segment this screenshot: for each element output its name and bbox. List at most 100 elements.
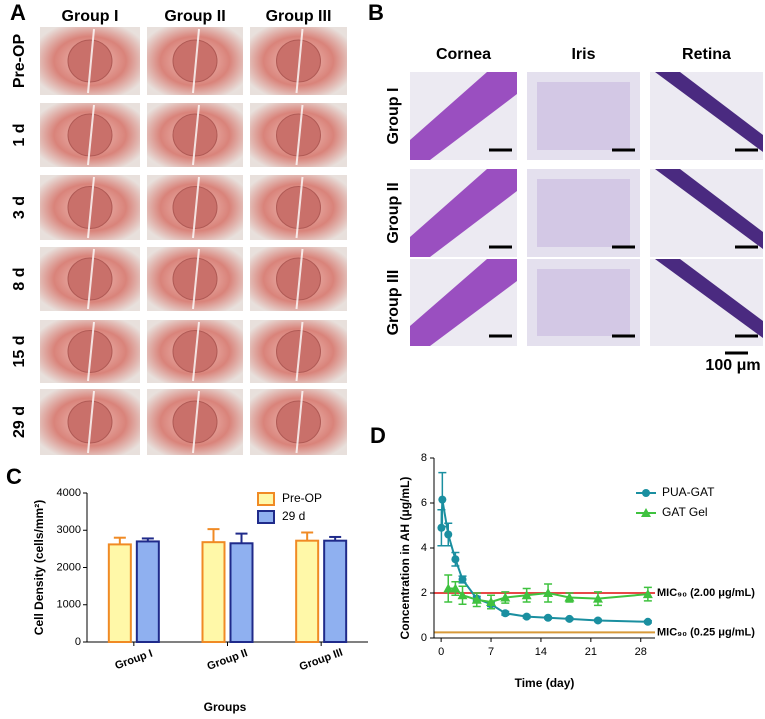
- reflection: [295, 28, 304, 94]
- legend-label: Pre-OP: [282, 491, 322, 505]
- reflection: [295, 104, 304, 166]
- x-tick-label: 7: [488, 646, 494, 658]
- legend-label: 29 d: [282, 509, 305, 523]
- row-label: 29 d: [11, 406, 28, 438]
- legend-label: GAT Gel: [662, 505, 708, 519]
- row-label: Group I: [385, 88, 402, 145]
- reflection: [87, 321, 95, 382]
- reflection: [192, 321, 200, 382]
- y-tick-label: 8: [421, 452, 427, 464]
- tissue: [410, 72, 517, 160]
- marker: [486, 597, 497, 606]
- tissue: [655, 72, 763, 152]
- marker: [543, 588, 554, 597]
- panel-label: C: [6, 464, 22, 489]
- row-label: Group II: [385, 182, 402, 243]
- marker: [438, 495, 447, 504]
- tissue: [410, 169, 517, 257]
- reference-label: MIC₉₀ (2.00 μg/mL): [657, 587, 755, 599]
- reflection: [295, 321, 304, 382]
- tissue: [537, 82, 630, 150]
- column-label: Group III: [266, 8, 332, 25]
- marker: [522, 612, 531, 621]
- y-tick-label: 2: [421, 587, 427, 599]
- marker: [521, 590, 532, 600]
- panel-label: B: [368, 0, 384, 25]
- histology-photo: [650, 72, 763, 160]
- reflection: [295, 248, 304, 310]
- marker: [444, 530, 453, 539]
- marker: [500, 592, 511, 602]
- x-tick-label: 14: [535, 646, 547, 658]
- marker: [564, 592, 575, 602]
- histology-photo: [650, 259, 763, 346]
- row-label: 1 d: [11, 123, 28, 146]
- column-label: Group I: [62, 8, 119, 25]
- row-label: 15 d: [11, 335, 28, 367]
- legend-marker: [642, 489, 650, 497]
- reflection: [192, 390, 200, 454]
- y-tick-label: 0: [75, 636, 81, 648]
- marker: [443, 583, 454, 593]
- reflection: [87, 28, 95, 94]
- legend-marker: [641, 508, 651, 517]
- marker: [458, 575, 467, 584]
- row-label: 3 d: [11, 196, 28, 219]
- reflection: [87, 104, 95, 166]
- y-tick-label: 6: [421, 497, 427, 509]
- marker: [471, 594, 482, 604]
- reflection: [87, 176, 95, 239]
- reflection: [295, 390, 304, 454]
- y-tick-label: 4000: [57, 487, 81, 499]
- column-label: Iris: [571, 46, 595, 63]
- marker: [593, 616, 602, 625]
- tissue: [655, 259, 763, 338]
- x-tick-label: Group III: [298, 647, 345, 674]
- marker: [501, 609, 510, 618]
- reference-label: MIC₉₀ (0.25 μg/mL): [657, 626, 755, 638]
- marker: [592, 593, 603, 603]
- x-axis-label: Groups: [204, 700, 247, 714]
- column-label: Group II: [164, 8, 225, 25]
- panel-label: D: [370, 423, 386, 448]
- scale-bar-label: 100 μm: [705, 357, 760, 374]
- column-label: Retina: [682, 46, 731, 63]
- reflection: [192, 248, 200, 310]
- tissue: [655, 169, 763, 249]
- bar: [135, 540, 160, 643]
- marker: [643, 617, 652, 626]
- tissue: [537, 179, 630, 247]
- tissue: [410, 259, 517, 346]
- y-tick-label: 0: [421, 632, 427, 644]
- reflection: [87, 248, 95, 310]
- marker: [544, 613, 553, 622]
- row-label: Pre-OP: [11, 34, 28, 89]
- x-tick-label: 28: [635, 646, 647, 658]
- x-tick-label: 21: [585, 646, 597, 658]
- y-tick-label: 4: [421, 542, 427, 554]
- y-axis-label: Concentration in AH (μg/mL): [398, 477, 412, 640]
- column-label: Cornea: [436, 46, 491, 63]
- marker: [437, 523, 446, 532]
- marker: [451, 555, 460, 564]
- bar: [295, 539, 320, 643]
- bar: [323, 539, 348, 643]
- bar: [229, 542, 254, 643]
- marker: [565, 614, 574, 623]
- marker: [450, 583, 461, 593]
- x-tick-label: Group II: [206, 647, 250, 673]
- y-tick-label: 2000: [57, 561, 81, 573]
- reflection: [192, 28, 200, 94]
- x-tick-label: 0: [438, 646, 444, 658]
- reflection: [192, 176, 200, 239]
- y-tick-label: 3000: [57, 524, 81, 536]
- y-tick-label: 1000: [57, 599, 81, 611]
- marker: [642, 589, 653, 599]
- legend-swatch: [257, 510, 275, 524]
- y-axis-label: Cell Density (cells/mm²): [32, 500, 46, 635]
- panel-label: A: [10, 0, 26, 25]
- x-tick-label: Group I: [113, 648, 154, 673]
- bar: [201, 541, 226, 643]
- marker: [457, 590, 468, 600]
